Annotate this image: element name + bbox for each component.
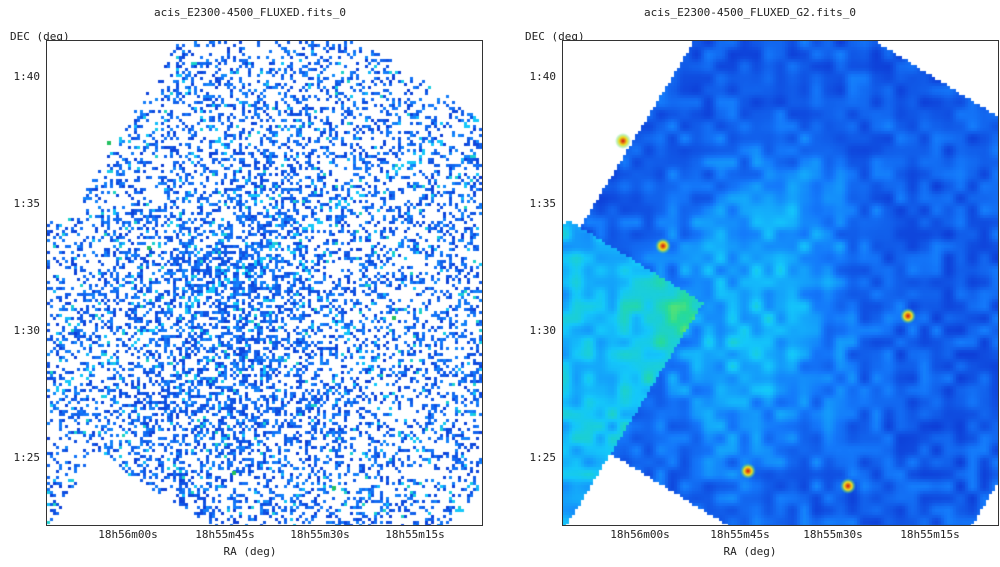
right-xtick-55m45s: 18h55m45s [710,528,770,541]
left-x-axis-label: RA (deg) [223,545,277,558]
left-panel-title: acis_E2300-4500_FLUXED.fits_0 [153,6,347,19]
right-image-panel: acis_E2300-4500_FLUXED_G2.fits_0 DEC (de… [500,0,1000,567]
left-image-canvas[interactable] [47,41,482,525]
right-xtick-56m00s: 18h56m00s [610,528,670,541]
left-xtick-56m00s: 18h56m00s [98,528,158,541]
right-x-axis-label: RA (deg) [723,545,777,558]
right-ytick-1-40: 1:40 [529,70,557,83]
right-ytick-1-25: 1:25 [529,451,557,464]
left-xtick-55m30s: 18h55m30s [290,528,350,541]
left-ytick-1-40: 1:40 [13,70,41,83]
left-ytick-1-30: 1:30 [13,324,41,337]
right-ytick-1-35: 1:35 [529,197,557,210]
left-image-plot[interactable] [46,40,483,526]
right-xtick-55m15s: 18h55m15s [900,528,960,541]
right-image-plot[interactable] [562,40,999,526]
left-xtick-55m15s: 18h55m15s [385,528,445,541]
right-xtick-55m30s: 18h55m30s [803,528,863,541]
left-image-panel: acis_E2300-4500_FLUXED.fits_0 DEC (deg) … [10,6,483,558]
right-y-axis-label: DEC (deg) [525,30,585,43]
left-y-axis-label: DEC (deg) [10,30,70,43]
right-image-canvas[interactable] [563,41,998,525]
right-panel-title: acis_E2300-4500_FLUXED_G2.fits_0 [644,6,856,19]
left-ytick-1-25: 1:25 [13,451,41,464]
right-ytick-1-30: 1:30 [529,324,557,337]
left-ytick-1-35: 1:35 [13,197,41,210]
left-xtick-55m45s: 18h55m45s [195,528,255,541]
